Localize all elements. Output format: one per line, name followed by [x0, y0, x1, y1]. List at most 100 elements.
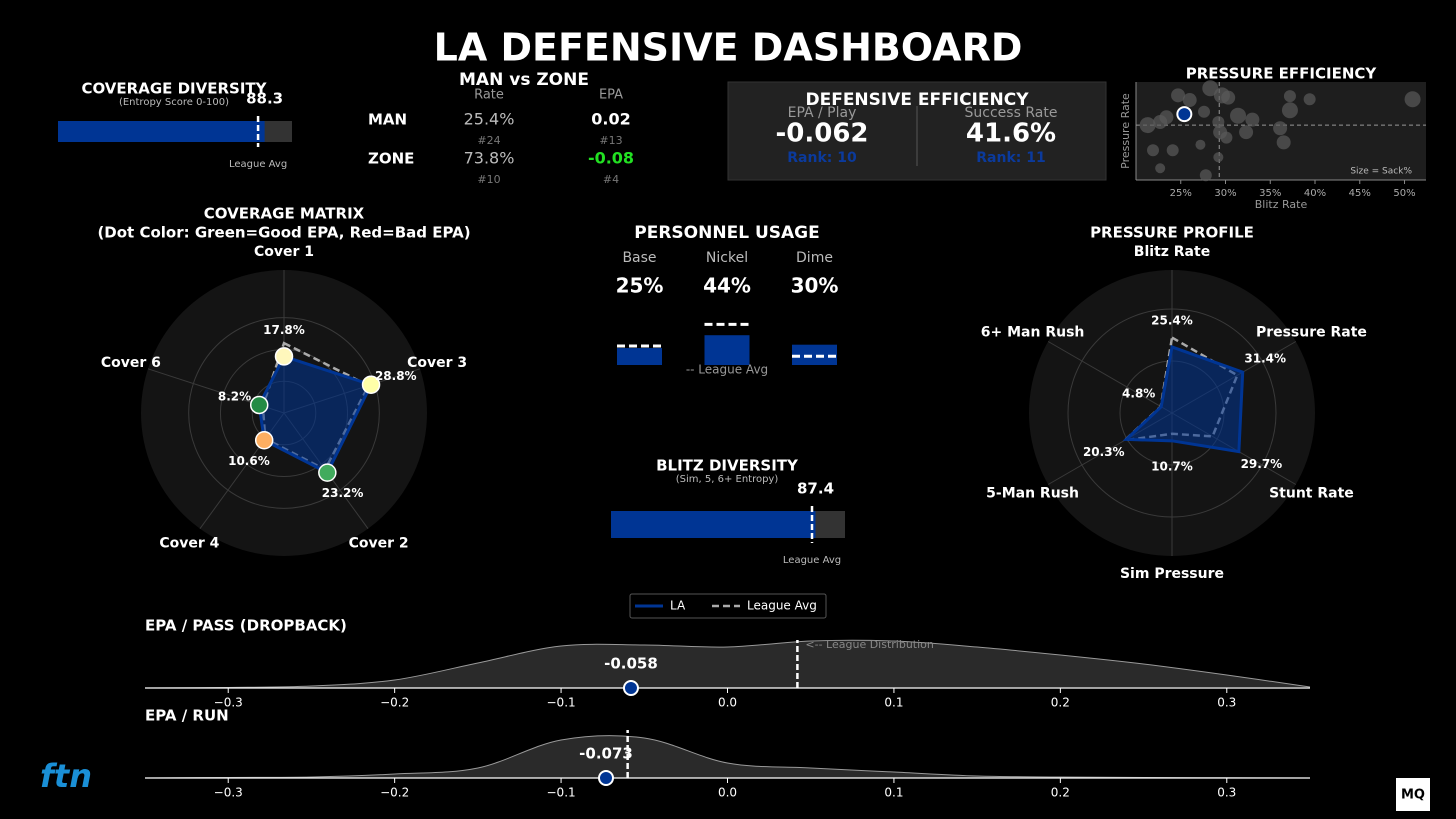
value-label: 10.6% — [228, 454, 270, 468]
coverage-point — [249, 395, 269, 415]
league-point — [1155, 163, 1166, 174]
section-title: MAN vs ZONE — [459, 70, 589, 90]
league-point — [1166, 144, 1179, 157]
marker-label: -0.058 — [604, 655, 658, 673]
value-label: 29.7% — [1241, 457, 1283, 471]
dashboard-title: LA DEFENSIVE DASHBOARD — [434, 26, 1023, 70]
chart-title: EPA / PASS (DROPBACK) — [145, 617, 347, 635]
x-tick-label: 0.3 — [1217, 696, 1236, 710]
coverage-point — [274, 347, 294, 366]
density-curve — [144, 639, 1311, 689]
rate-value: 25.4% — [464, 110, 515, 129]
chart-subtitle: (Entropy Score 0-100) — [119, 97, 229, 108]
bar — [617, 348, 662, 365]
logo-box — [1396, 778, 1430, 811]
league-point — [1273, 121, 1288, 136]
legend-label: League Avg — [747, 599, 817, 613]
value-label: 10.7% — [1151, 459, 1193, 473]
bar — [58, 121, 265, 142]
value-label: 4.8% — [1122, 386, 1155, 400]
league-point — [1159, 110, 1174, 125]
density-curve — [144, 735, 1311, 779]
x-tick-label: 0.2 — [1051, 786, 1070, 800]
league-point — [1281, 102, 1298, 119]
value-label: 44% — [703, 274, 751, 298]
chart-title: PRESSURE PROFILE — [1090, 224, 1254, 242]
league-point — [1182, 93, 1197, 108]
x-tick-label: 35% — [1259, 188, 1281, 199]
value-label: 87.4 — [797, 480, 834, 498]
metric-label: EPA / Play — [788, 105, 857, 121]
category-label: Cover 4 — [159, 535, 219, 551]
annotation: <-- League Distribution — [805, 638, 934, 651]
x-tick-label: 0.1 — [884, 786, 903, 800]
category-label: Nickel — [706, 250, 748, 266]
x-tick-label: −0.2 — [380, 786, 409, 800]
chart-title: COVERAGE DIVERSITY — [81, 80, 267, 98]
epa-value: -0.08 — [588, 149, 634, 168]
league-point — [1213, 152, 1224, 163]
x-tick-label: −0.3 — [214, 786, 243, 800]
league-point — [1147, 144, 1160, 157]
coverage-point — [361, 375, 381, 394]
x-tick-label: 45% — [1349, 188, 1371, 199]
category-label: Dime — [796, 250, 833, 266]
row-label: MAN — [368, 111, 407, 129]
metric-value: 41.6% — [966, 119, 1056, 149]
league-point — [1139, 117, 1156, 134]
avg-label: League Avg — [783, 555, 841, 566]
bar — [704, 335, 750, 365]
team-marker — [622, 680, 639, 696]
category-label: Cover 6 — [101, 355, 161, 371]
x-tick-label: −0.2 — [380, 696, 409, 710]
category-label: Cover 3 — [407, 355, 467, 371]
bar — [792, 344, 837, 365]
team-shape — [1122, 344, 1245, 454]
value-label: 23.2% — [322, 486, 364, 500]
team-point — [1176, 106, 1193, 123]
league-point — [1199, 169, 1212, 182]
x-tick-label: 50% — [1393, 188, 1415, 199]
metric-value: -0.062 — [775, 119, 868, 149]
annotation: Size = Sack% — [1350, 167, 1412, 177]
league-point — [1221, 90, 1236, 105]
category-label: Sim Pressure — [1120, 566, 1224, 582]
category-label: Pressure Rate — [1256, 325, 1367, 341]
value-label: 8.2% — [218, 389, 251, 403]
category-label: Cover 2 — [349, 535, 409, 551]
radar-spoke — [1047, 341, 1173, 414]
league-point — [1239, 125, 1254, 140]
chart-title: COVERAGE MATRIX — [204, 205, 365, 223]
value-label: 25.4% — [1151, 313, 1193, 327]
column-header: EPA — [599, 88, 623, 103]
category-label: Cover 1 — [254, 244, 314, 260]
section-title: DEFENSIVE EFFICIENCY — [805, 90, 1029, 110]
rank-label: #13 — [599, 134, 622, 147]
x-tick-label: 0.0 — [718, 696, 737, 710]
league-point — [1404, 91, 1421, 108]
rank-label: #10 — [477, 173, 500, 186]
x-tick-label: −0.1 — [547, 786, 576, 800]
bar — [611, 511, 816, 538]
x-tick-label: 25% — [1170, 188, 1192, 199]
rank-label: #4 — [603, 173, 619, 186]
category-label: Blitz Rate — [1134, 244, 1210, 260]
metric-rank: Rank: 11 — [976, 150, 1045, 166]
value-label: 31.4% — [1244, 352, 1286, 366]
value-label: 17.8% — [263, 323, 305, 337]
x-axis-label: Blitz Rate — [1255, 198, 1308, 211]
epa-value: 0.02 — [591, 110, 630, 129]
league-point — [1202, 80, 1219, 97]
metric-rank: Rank: 10 — [787, 150, 857, 166]
rank-label: #24 — [477, 134, 500, 147]
league-point — [1212, 115, 1225, 128]
category-label: Base — [622, 250, 656, 266]
x-tick-label: −0.1 — [547, 696, 576, 710]
x-tick-label: 0.0 — [718, 786, 737, 800]
category-label: 5-Man Rush — [986, 486, 1079, 502]
chart-title: BLITZ DIVERSITY — [656, 457, 799, 475]
league-point — [1283, 90, 1296, 103]
league-point — [1171, 88, 1186, 103]
value-label: 25% — [616, 274, 664, 298]
